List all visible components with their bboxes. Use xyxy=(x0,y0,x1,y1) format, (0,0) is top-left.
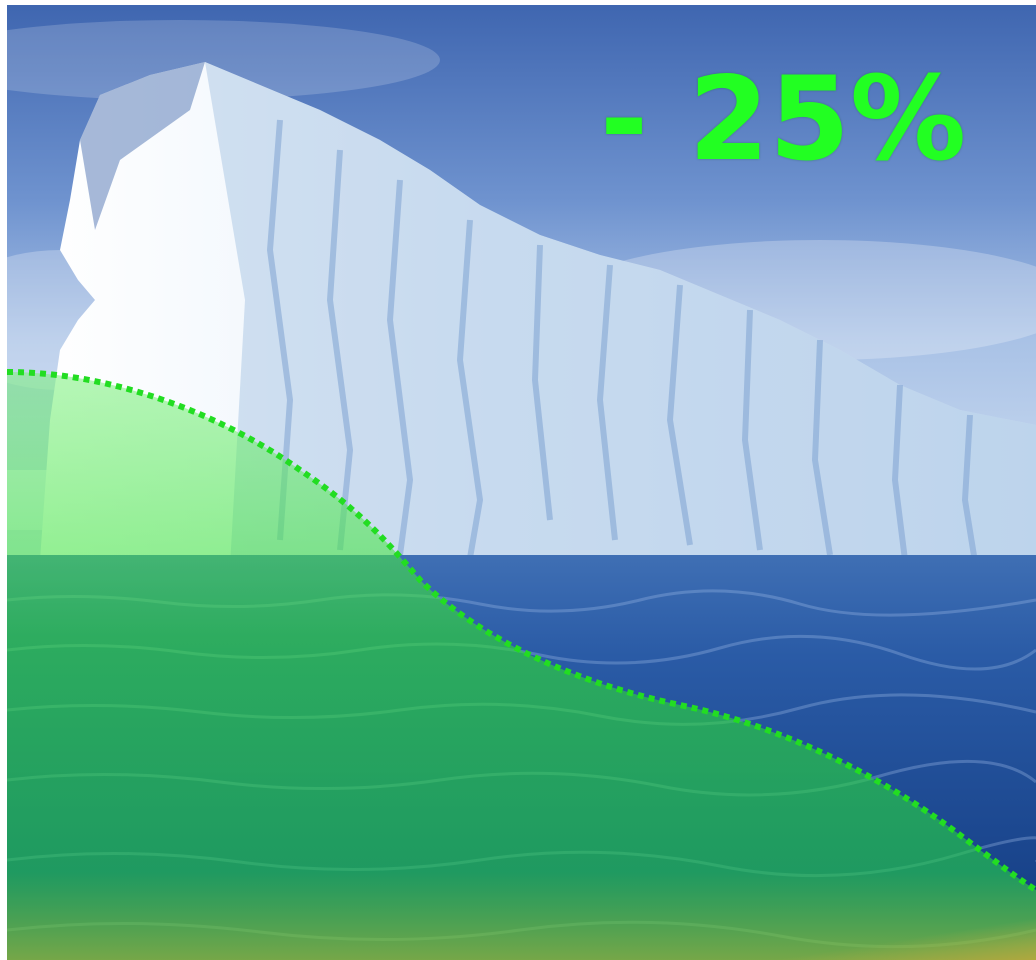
iceberg-left-face xyxy=(80,62,205,230)
discount-overlay-region xyxy=(7,372,1036,960)
iceberg-cliff-shadow xyxy=(205,62,1036,570)
cloud xyxy=(0,20,440,100)
discount-overlay-border xyxy=(6,369,1036,893)
discount-label: - 25% xyxy=(600,52,967,187)
discount-overlay-corner-tint xyxy=(600,890,1036,960)
